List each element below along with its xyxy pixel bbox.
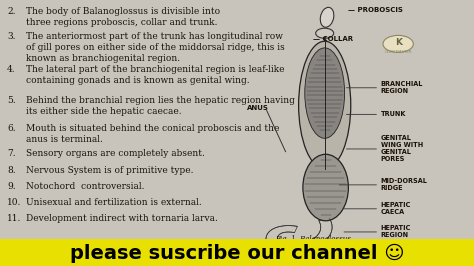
Text: 6.: 6. [7,124,16,133]
Text: 2.: 2. [7,7,16,16]
Text: Mouth is situated behind the conical proboscis and the
anus is terminal.: Mouth is situated behind the conical pro… [26,124,280,144]
Text: Sensory organs are completely absent.: Sensory organs are completely absent. [26,149,205,158]
Text: Fig. 1. Balanoglossus.: Fig. 1. Balanoglossus. [275,235,353,243]
Text: 10.: 10. [7,198,21,207]
Ellipse shape [303,154,348,221]
Text: 4.: 4. [7,65,16,74]
Text: HEPATIC
REGION: HEPATIC REGION [381,226,411,238]
Text: BRANCHIAL
REGION: BRANCHIAL REGION [381,81,423,94]
Text: Notochord  controversial.: Notochord controversial. [26,182,145,191]
Circle shape [383,35,413,52]
Text: K: K [395,38,401,47]
Text: Development indirect with tornaria larva.: Development indirect with tornaria larva… [26,214,218,223]
Text: TRUNK: TRUNK [381,111,406,117]
Text: COOKMASTER: COOKMASTER [384,50,412,54]
Text: please suscribe our channel ☺: please suscribe our channel ☺ [70,244,404,263]
Ellipse shape [320,7,334,27]
Text: Behind the branchial region lies the hepatic region having
its either side the h: Behind the branchial region lies the hep… [26,96,295,116]
Text: — COLLAR: — COLLAR [313,36,353,41]
Text: GENITAL
WING WITH
GENITAL
PORES: GENITAL WING WITH GENITAL PORES [381,135,423,163]
Bar [0,239,474,266]
Text: 3.: 3. [7,32,16,41]
Text: 8.: 8. [7,166,16,175]
Text: Unisexual and fertilization is external.: Unisexual and fertilization is external. [26,198,202,207]
Polygon shape [266,219,332,253]
Text: The anteriormost part of the trunk has longitudinal row
of gill pores on either : The anteriormost part of the trunk has l… [26,32,285,63]
Ellipse shape [305,48,345,138]
Text: The body of Balanoglossus is divisible into
three regions proboscis, collar and : The body of Balanoglossus is divisible i… [26,7,220,27]
Text: The lateral part of the branchiogenital region is leaf-like
containing gonads an: The lateral part of the branchiogenital … [26,65,284,85]
Text: — PROBOSCIS: — PROBOSCIS [348,7,403,13]
Ellipse shape [316,28,334,38]
Text: 11.: 11. [7,214,21,223]
Text: ANUS: ANUS [246,105,268,111]
Text: MID-DORSAL
RIDGE: MID-DORSAL RIDGE [381,178,428,191]
Text: 7.: 7. [7,149,16,158]
Ellipse shape [299,41,351,169]
Text: 9.: 9. [7,182,16,191]
Text: HEPATIC
CAECA: HEPATIC CAECA [381,202,411,215]
Text: Nervous System is of primitive type.: Nervous System is of primitive type. [26,166,193,175]
Text: 5.: 5. [7,96,16,105]
